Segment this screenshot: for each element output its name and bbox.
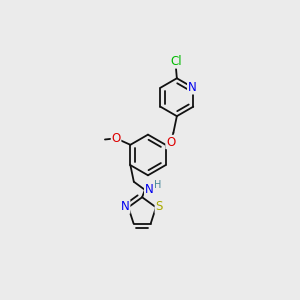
Text: S: S bbox=[155, 200, 163, 213]
Text: Cl: Cl bbox=[170, 55, 182, 68]
Text: N: N bbox=[188, 81, 197, 94]
Text: N: N bbox=[121, 200, 130, 213]
Text: N: N bbox=[145, 183, 154, 196]
Text: O: O bbox=[166, 136, 175, 148]
Text: O: O bbox=[111, 132, 121, 145]
Text: H: H bbox=[154, 180, 161, 190]
